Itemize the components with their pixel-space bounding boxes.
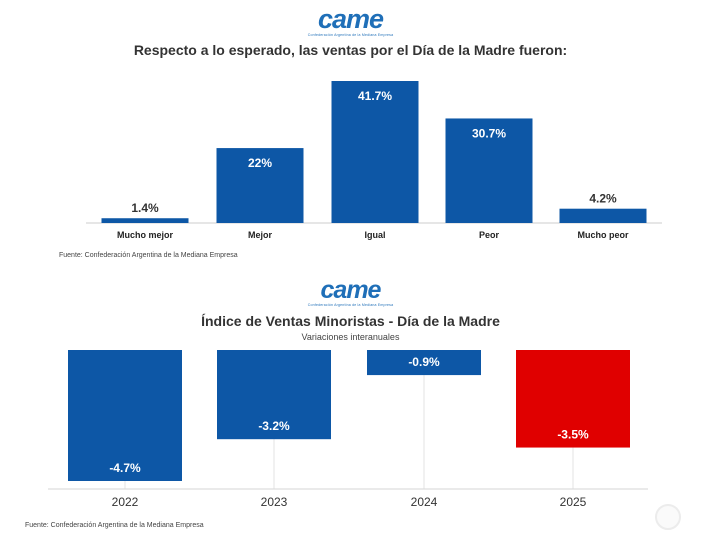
chart1-category-label: Mucho mejor: [117, 230, 174, 240]
chart1-category-label: Igual: [364, 230, 385, 240]
chart1-data-label: 41.7%: [358, 89, 392, 103]
chart2-category-label: 2024: [411, 495, 438, 509]
chart1-bar: [559, 208, 647, 223]
came-logo-subtitle: Confederación Argentina de la Mediana Em…: [307, 303, 394, 307]
came-logo-mark: came: [317, 4, 384, 34]
chart1-data-label: 1.4%: [131, 201, 159, 215]
chart2-source: Fuente: Confederación Argentina de la Me…: [25, 522, 204, 529]
chart2-subtitle: Variaciones interanuales: [301, 332, 400, 342]
chart2-category-label: 2023: [261, 495, 288, 509]
chart1-bar: [331, 81, 419, 223]
chart2-bar: [68, 350, 182, 481]
chart1-category-label: Mejor: [248, 230, 273, 240]
chart2-data-label: -3.5%: [557, 428, 589, 442]
chart1-data-label: 30.7%: [472, 126, 506, 140]
came-logo-top: came Confederación Argentina de la Media…: [0, 4, 701, 38]
chart1-category-label: Mucho peor: [578, 230, 629, 240]
chart1-bar: [445, 118, 533, 223]
chart2-data-label: -4.7%: [109, 461, 141, 475]
chart1-category-label: Peor: [479, 230, 500, 240]
chart1-bar: [216, 148, 304, 223]
came-logo-mark: came: [320, 276, 382, 304]
chart1-title: Respecto a lo esperado, las ventas por e…: [133, 42, 568, 58]
came-logo-bottom: came Confederación Argentina de la Media…: [0, 276, 701, 308]
chart2-bar: [367, 350, 481, 376]
chart1-data-label: 22%: [248, 156, 272, 170]
chart1-data-label: 4.2%: [589, 192, 617, 206]
chart1-source: Fuente: Confederación Argentina de la Me…: [59, 252, 238, 259]
chart2-category-label: 2022: [112, 495, 139, 509]
scroll-corner-icon: [655, 504, 681, 530]
came-logo-subtitle: Confederación Argentina de la Mediana Em…: [307, 33, 394, 37]
chart2-data-label: -0.9%: [408, 355, 440, 369]
chart2-category-label: 2025: [560, 495, 587, 509]
chart2-title: Índice de Ventas Minoristas - Día de la …: [201, 313, 500, 329]
chart2-data-label: -3.2%: [258, 419, 290, 433]
chart2-bar: [217, 350, 331, 440]
chart1-bar: [101, 218, 189, 223]
chart2-bar: [516, 350, 630, 448]
